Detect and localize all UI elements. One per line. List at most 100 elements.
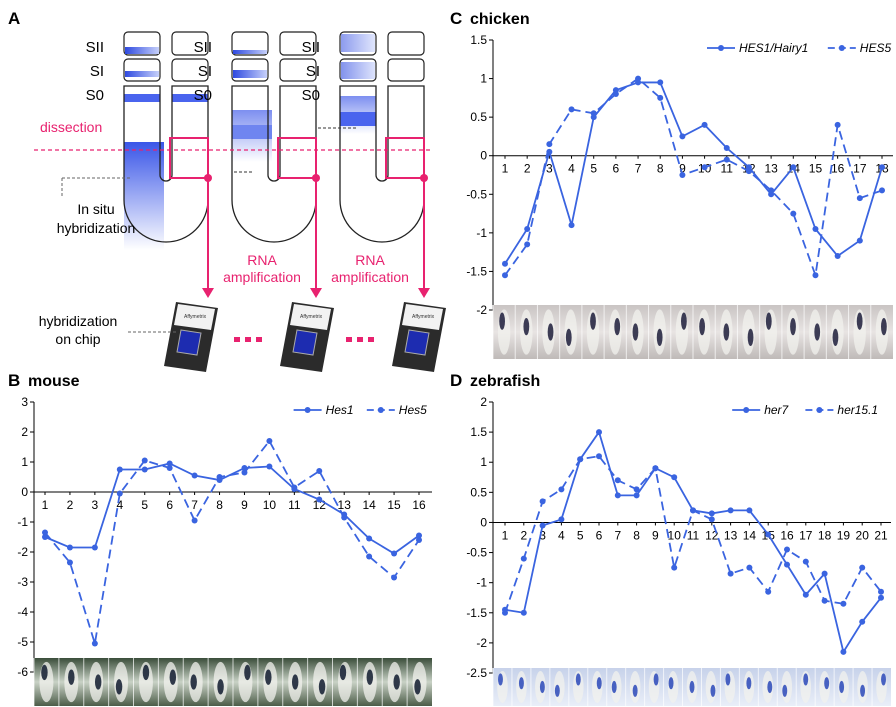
panel-d-thumb-stain [689, 680, 695, 694]
panel-b-series-2-point [66, 559, 73, 566]
panel-c-thumb-stain [723, 323, 730, 341]
panel-b-series-2-point [416, 537, 422, 543]
panel-b-thumb-stain [190, 674, 197, 690]
panel-d-x-tick-label: 6 [596, 528, 603, 542]
panel-b-series-2-point [42, 529, 48, 536]
panel-c-x-tick-label: 11 [721, 162, 734, 176]
panel-d-x-tick-label: 19 [837, 528, 851, 542]
panel-d-thumb-stain [767, 680, 773, 694]
panel-b-series-1-point [391, 550, 398, 557]
panel-b-x-tick-label: 1 [42, 498, 49, 512]
panel-b-thumb-stain [414, 679, 421, 695]
chip-2: Affymetrix [280, 302, 334, 372]
panel-d-x-tick-label: 7 [614, 528, 621, 542]
panel-c-series-1-point [657, 79, 664, 86]
panel-c-thumb-stain [614, 317, 621, 336]
panel-b-x-tick-label: 15 [387, 498, 401, 512]
panel-d-series-1-point [821, 570, 828, 577]
panel-d-thumb-stain [498, 673, 503, 686]
chip-label-1: hybridization [39, 313, 118, 329]
panel-d-x-tick-label: 20 [856, 528, 870, 542]
panel-d-series-2-point [746, 564, 753, 571]
panel-d-thumb-embryo [800, 671, 812, 703]
panel-d-series-2-point [821, 597, 828, 604]
panel-b-x-tick-label: 7 [191, 498, 198, 512]
panel-b-thumb-stain [244, 664, 251, 681]
panel-b-series-2-point [316, 468, 323, 474]
panel-c-thumb-stain [881, 317, 887, 336]
panel-d-y-tick-label: 0 [480, 515, 487, 529]
somite-label-sii-1: SII [86, 39, 104, 56]
panel-c-legend-marker-2 [838, 45, 845, 51]
panel-b-thumb-stain [393, 674, 400, 690]
panel-d-x-tick-label: 3 [539, 528, 546, 542]
panel-c-thumb-stain [565, 328, 572, 347]
panel-c-series-2-point [568, 106, 575, 113]
panel-b-y-tick-label: -6 [17, 665, 28, 679]
panel-c-series-2-point [790, 210, 797, 217]
panel-c-legend-label-2: HES5 [860, 41, 892, 55]
panel-b-x-tick-label: 16 [412, 498, 426, 512]
panel-c-x-tick-label: 9 [679, 162, 686, 176]
panel-c-x-tick-label: 8 [657, 162, 664, 176]
panel-c-thumb-stain [681, 312, 687, 330]
panel-b-series-1-point [91, 544, 98, 551]
dissection-label: dissection [40, 119, 102, 135]
panel-c-x-tick-label: 3 [546, 162, 553, 176]
panel-d-series-1-point [802, 591, 809, 598]
panel-c-series-2-point [502, 272, 508, 279]
panel-d-y-tick-label: -1.5 [466, 606, 487, 620]
panel-c-series-1-point [856, 237, 863, 244]
panel-c-x-tick-label: 5 [590, 162, 597, 176]
panel-d-series-1-point [840, 648, 847, 655]
panel-c-thumb-stain [499, 312, 505, 330]
panel-c-legend: HES1/Hairy1 HES5 [707, 41, 891, 55]
panel-c-thumb-embryo [853, 309, 866, 355]
panel-d-x-tick-label: 11 [687, 528, 700, 542]
panel-c-series-1-point [502, 260, 508, 267]
panel-b-thumb-stain [41, 664, 48, 681]
panel-c-series-2-point [834, 121, 841, 128]
panel-d-series-1-point [633, 492, 640, 499]
chip-1: Affymetrix [164, 302, 218, 372]
panel-b-series-1-point [366, 535, 373, 542]
panel-c-thumb-stain [814, 323, 821, 341]
panel-d-x-tick-label: 21 [874, 528, 888, 542]
panel-d-x-tick-label: 10 [668, 528, 682, 542]
panel-d-series-2-point [539, 498, 546, 505]
panel-d-thumbnails [492, 668, 891, 706]
embryo-tail-3 [339, 31, 428, 243]
panel-c-y-tick-label: 1.5 [470, 33, 487, 47]
panel-d-thumb-stain [710, 684, 716, 697]
panel-c-series-2-point [879, 187, 885, 194]
panel-b-x-tick-label: 6 [166, 498, 173, 512]
somite-label-s0-1: S0 [86, 87, 104, 104]
panel-c-y-tick-label: 1 [480, 72, 487, 86]
panel-b-thumb-stain [265, 669, 272, 685]
panel-c-legend-label-1: HES1/Hairy1 [739, 41, 808, 55]
somite-label-sii-3: SII [302, 39, 320, 56]
panel-c-legend-marker-1 [718, 45, 724, 51]
panel-b-y-tick-label: 2 [21, 425, 28, 439]
panel-d-legend-marker-1 [743, 407, 750, 413]
panel-c-series-1-line [504, 81, 883, 265]
panel-b-series-1-point [141, 466, 148, 473]
panel-d-thumb-stain [668, 677, 674, 690]
panel-b-legend: Hes1 Hes5 [293, 403, 427, 417]
panel-b-y-tick-label: 0 [21, 485, 28, 499]
embryo-tails [123, 31, 428, 250]
panel-c-thumb-stain [856, 312, 863, 330]
panel-d-series-2-point [671, 564, 678, 571]
amplification-label-2: amplification [331, 269, 409, 285]
panel-c-x-tick-label: 16 [831, 162, 845, 176]
panel-c-thumb-stain [747, 328, 754, 347]
panel-c-thumbnails [492, 305, 893, 359]
panel-d-series-2-point [633, 486, 640, 493]
panel-d-series-1-point [614, 492, 621, 499]
panel-b-y-tick-label: 3 [21, 395, 28, 409]
panel-b-thumb-stain [217, 679, 224, 695]
panel-d-series-1-point [539, 522, 546, 529]
panel-d-plot: 21.510.50-0.5-1-1.5-2-2.51 2 3 4 5 6 7 8 9 10 11 12… [466, 395, 891, 680]
panel-b-x-tick-label: 5 [141, 498, 148, 512]
panel-c-series-2-point [612, 91, 619, 97]
